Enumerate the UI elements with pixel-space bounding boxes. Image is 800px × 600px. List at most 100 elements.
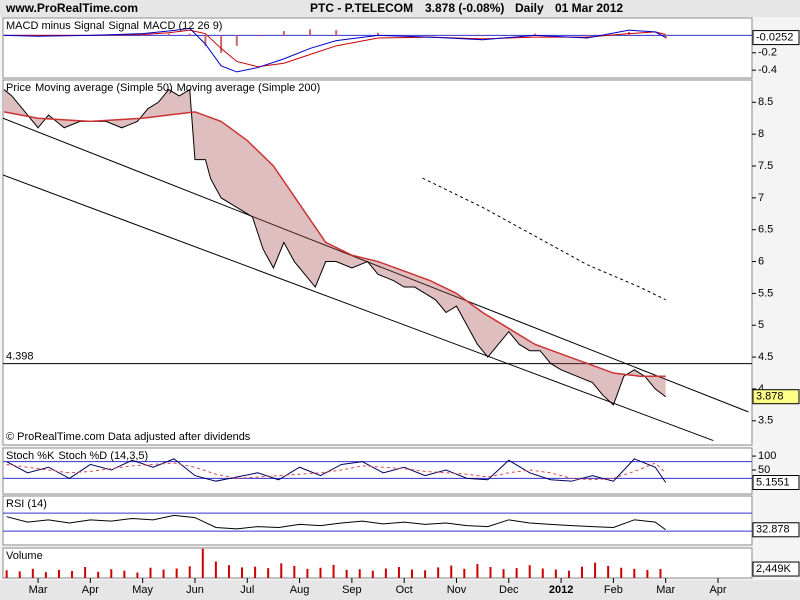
bar xyxy=(97,571,100,578)
h-line-label: 4.398 xyxy=(6,350,34,362)
y-tick-label: 4.5 xyxy=(758,351,773,363)
bar xyxy=(358,569,361,578)
x-tick-label: Aug xyxy=(290,584,310,596)
bar xyxy=(204,35,207,46)
bar xyxy=(71,571,74,578)
y-tick-label: 7.5 xyxy=(758,160,773,172)
bar xyxy=(437,567,440,578)
bar xyxy=(450,565,453,578)
bar xyxy=(306,568,309,578)
bar xyxy=(377,32,380,36)
bar xyxy=(201,548,204,578)
legend-entry: MACD (12 26 9) xyxy=(143,20,222,32)
bar xyxy=(586,35,589,37)
bar xyxy=(149,567,152,578)
y-tick-label: 8.5 xyxy=(758,96,773,108)
bar xyxy=(256,35,259,37)
x-tick-label: May xyxy=(132,584,153,596)
bar xyxy=(123,570,126,578)
last-value: -0.0252 xyxy=(756,31,793,43)
bar xyxy=(345,569,348,578)
last-value-box xyxy=(752,522,800,538)
series-line xyxy=(422,177,666,301)
y-tick-label: 4 xyxy=(758,383,764,395)
bar xyxy=(594,562,597,578)
last-value-box xyxy=(752,561,800,577)
last-value: 3.878 xyxy=(756,391,784,403)
quote: 3.878 (-0.08%) xyxy=(425,1,504,15)
bar xyxy=(659,569,662,578)
bar xyxy=(429,35,432,36)
trend-line xyxy=(3,117,749,413)
footnote: © ProRealTime.com Data adjusted after di… xyxy=(6,431,251,443)
x-tick-label: Mar xyxy=(29,584,48,596)
bar xyxy=(633,568,636,578)
series-line xyxy=(6,458,667,483)
bar xyxy=(220,35,223,53)
trend-line xyxy=(3,174,714,442)
x-tick-label: Jun xyxy=(186,584,204,596)
legend-entry: Signal xyxy=(108,20,139,32)
bar xyxy=(664,35,667,39)
bar xyxy=(227,565,230,578)
legend-entry: Stoch %K xyxy=(6,450,55,462)
bar xyxy=(282,31,285,36)
bar xyxy=(293,565,296,578)
bar xyxy=(309,29,312,36)
bar xyxy=(167,33,170,36)
y-tick-label: 8 xyxy=(758,128,764,140)
x-tick-label: Apr xyxy=(82,584,99,596)
last-value: 5.1551 xyxy=(756,476,790,488)
bar xyxy=(254,566,257,578)
panel xyxy=(2,547,753,579)
bar xyxy=(267,568,270,578)
symbol: PTC - P.TELECOM xyxy=(310,1,413,15)
legend-entry: Price xyxy=(6,82,31,94)
bar xyxy=(235,35,238,46)
last-value: 2,449K xyxy=(756,563,792,575)
bar xyxy=(554,569,557,578)
panel xyxy=(2,447,753,495)
bar xyxy=(411,569,414,578)
bar xyxy=(481,35,484,37)
bar xyxy=(581,566,584,578)
bar xyxy=(44,572,47,578)
panel xyxy=(2,79,753,446)
bar xyxy=(515,568,518,578)
bar xyxy=(188,33,191,36)
series-line xyxy=(4,27,666,73)
panel xyxy=(2,17,753,79)
bar xyxy=(371,570,374,578)
bar xyxy=(607,565,610,578)
bar xyxy=(567,570,570,578)
y-tick-label: -0.4 xyxy=(758,64,777,76)
period: Daily xyxy=(515,1,544,15)
bar xyxy=(280,563,283,578)
legend-entry: Volume xyxy=(6,550,43,562)
x-tick-label: Dec xyxy=(499,584,519,596)
bar xyxy=(18,571,21,578)
x-tick-label: Jul xyxy=(240,584,254,596)
y-tick-label: 3.5 xyxy=(758,415,773,427)
bar xyxy=(533,33,536,36)
x-tick-label: Nov xyxy=(447,584,467,596)
bar xyxy=(476,564,479,578)
bar xyxy=(162,569,165,578)
legend-entry: RSI (14) xyxy=(6,498,47,510)
y-tick-label: 5.5 xyxy=(758,287,773,299)
bar xyxy=(489,567,492,578)
last-value-box xyxy=(752,389,800,405)
x-tick-label: Feb xyxy=(604,584,623,596)
y-tick-label: 50 xyxy=(758,464,770,476)
x-tick-label: 2012 xyxy=(549,584,573,596)
legend-entry: Moving average (Simple 200) xyxy=(177,82,321,94)
x-tick-label: Mar xyxy=(656,584,675,596)
x-tick-label: Apr xyxy=(709,584,726,596)
legend-entry: Moving average (Simple 50) xyxy=(35,82,173,94)
bar xyxy=(541,568,544,578)
bar xyxy=(31,568,34,578)
last-value: 32.878 xyxy=(756,524,790,536)
x-tick-label: Oct xyxy=(396,584,413,596)
x-tick-label: Sep xyxy=(342,584,362,596)
